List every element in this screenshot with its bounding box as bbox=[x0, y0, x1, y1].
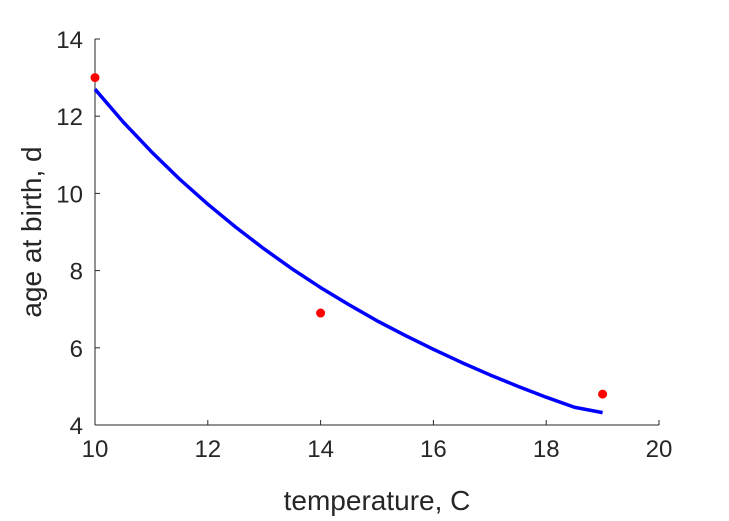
x-tick-label: 14 bbox=[307, 436, 334, 463]
y-tick-label: 14 bbox=[56, 27, 83, 54]
y-tick-label: 6 bbox=[70, 336, 83, 363]
x-axis-label: temperature, C bbox=[284, 485, 471, 516]
x-tick-label: 18 bbox=[533, 436, 560, 463]
data-point bbox=[316, 308, 326, 318]
x-tick-label: 10 bbox=[82, 436, 109, 463]
axes bbox=[94, 39, 659, 426]
y-tick-label: 4 bbox=[70, 413, 83, 440]
x-axis-ticks: 10 12 14 16 18 20 bbox=[82, 420, 673, 463]
x-tick-label: 16 bbox=[420, 436, 447, 463]
x-tick-label: 20 bbox=[646, 436, 673, 463]
plot-area bbox=[90, 73, 608, 415]
y-axis-ticks: 4 6 8 10 12 14 bbox=[56, 27, 100, 440]
x-tick-label: 12 bbox=[194, 436, 221, 463]
data-point bbox=[90, 73, 100, 83]
fit-curve-line bbox=[93, 88, 603, 415]
y-axis-label: age at birth, d bbox=[16, 146, 47, 317]
y-tick-label: 8 bbox=[70, 259, 83, 286]
y-tick-label: 12 bbox=[56, 104, 83, 131]
data-point bbox=[598, 389, 608, 399]
y-tick-label: 10 bbox=[56, 181, 83, 208]
